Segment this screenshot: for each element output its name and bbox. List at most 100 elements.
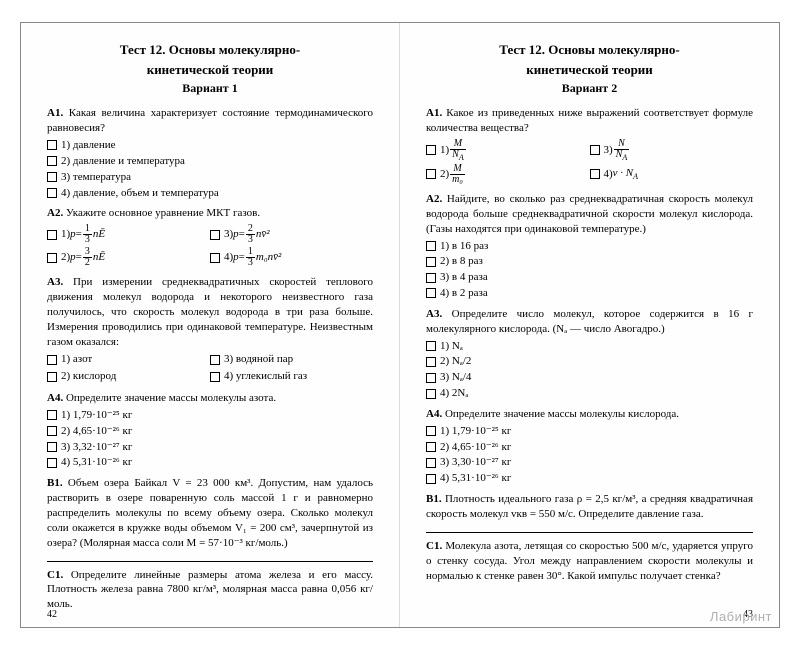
question-c1: С1. Определите линейные размеры атома же… xyxy=(47,561,373,613)
test-title-2: кинетической теории xyxy=(426,61,753,79)
checkbox-icon[interactable] xyxy=(426,241,436,251)
q-text: Определите число молекул, которое содерж… xyxy=(426,308,753,335)
checkbox-icon[interactable] xyxy=(47,230,57,240)
q-label: А1. xyxy=(426,107,442,119)
q-text: Укажите основное уравнение МКТ газов. xyxy=(66,207,260,219)
options-a2: 1) p = 13nĒ 3) p = 23nv̄² 2) p = 32nĒ 4)… xyxy=(47,223,373,269)
option: 3) NNA xyxy=(590,139,754,162)
option: 2) p = 32nĒ xyxy=(47,247,210,268)
checkbox-icon[interactable] xyxy=(47,372,57,382)
test-title: Тест 12. Основы молекулярно- xyxy=(426,41,753,59)
option: 3) 3,30·10⁻²⁷ кг xyxy=(426,455,753,470)
checkbox-icon[interactable] xyxy=(590,145,600,155)
q-label: А1. xyxy=(47,107,63,119)
q-text: Определите значение массы молекулы азота… xyxy=(66,392,276,404)
question-c1: С1. Молекула азота, летящая со скоростью… xyxy=(426,532,753,584)
question-a2: А2. Найдите, во сколько раз среднеквадра… xyxy=(426,192,753,237)
q-label: В1. xyxy=(47,477,63,489)
q-text: Какое из приведенных ниже выражений соот… xyxy=(426,107,753,134)
options-a3: 1) азот 3) водяной пар 2) кислород 4) уг… xyxy=(47,351,373,385)
question-b1: В1. Объем озера Байкал V = 23 000 км³. Д… xyxy=(47,476,373,550)
option: 3) Nₐ/4 xyxy=(426,370,753,385)
option: 4) 5,31·10⁻²⁶ кг xyxy=(426,471,753,486)
checkbox-icon[interactable] xyxy=(210,230,220,240)
option: 1) p = 13nĒ xyxy=(47,224,210,245)
option: 2) Mm₀ xyxy=(426,164,590,185)
variant-label: Вариант 2 xyxy=(426,80,753,96)
checkbox-icon[interactable] xyxy=(426,357,436,367)
test-title-2: кинетической теории xyxy=(47,61,373,79)
option: 4) в 2 раза xyxy=(426,286,753,301)
option: 2) давление и температура xyxy=(47,154,373,169)
option: 3) температура xyxy=(47,170,373,185)
q-label: А4. xyxy=(426,408,442,420)
question-a2: А2. Укажите основное уравнение МКТ газов… xyxy=(47,206,373,221)
checkbox-icon[interactable] xyxy=(47,410,57,420)
checkbox-icon[interactable] xyxy=(426,373,436,383)
checkbox-icon[interactable] xyxy=(426,288,436,298)
option: 1) Nₐ xyxy=(426,339,753,354)
q-text: Молекула азота, летящая со скоростью 500… xyxy=(426,540,753,582)
options-a2: 1) в 16 раз 2) в 8 раз 3) в 4 раза 4) в … xyxy=(426,239,753,301)
checkbox-icon[interactable] xyxy=(210,253,220,263)
option: 4) 5,31·10⁻²⁶ кг xyxy=(47,455,373,470)
q-label: В1. xyxy=(426,493,442,505)
checkbox-icon[interactable] xyxy=(426,458,436,468)
checkbox-icon[interactable] xyxy=(426,474,436,484)
option: 4) углекислый газ xyxy=(210,369,373,384)
checkbox-icon[interactable] xyxy=(47,442,57,452)
watermark: Лабиринт xyxy=(710,609,772,624)
option: 1) 1,79·10⁻²⁵ кг xyxy=(426,424,753,439)
q-text: Какая величина характеризует состояние т… xyxy=(47,107,373,134)
q-text: Плотность идеального газа ρ = 2,5 кг/м³,… xyxy=(426,493,753,520)
q-text: Определите линейные размеры атома железа… xyxy=(47,569,373,611)
q-label: А2. xyxy=(47,207,63,219)
checkbox-icon[interactable] xyxy=(210,372,220,382)
question-a4: А4. Определите значение массы молекулы к… xyxy=(426,407,753,422)
checkbox-icon[interactable] xyxy=(47,156,57,166)
checkbox-icon[interactable] xyxy=(47,253,57,263)
q-label: А4. xyxy=(47,392,63,404)
checkbox-icon[interactable] xyxy=(590,169,600,179)
checkbox-icon[interactable] xyxy=(426,426,436,436)
checkbox-icon[interactable] xyxy=(47,458,57,468)
checkbox-icon[interactable] xyxy=(426,169,436,179)
option: 4) p = 13m₀nv̄² xyxy=(210,247,373,268)
checkbox-icon[interactable] xyxy=(426,341,436,351)
q-text: При измерении среднеквадратичных скорост… xyxy=(47,276,373,347)
question-a4: А4. Определите значение массы молекулы а… xyxy=(47,391,373,406)
options-a1: 1) давление 2) давление и температура 3)… xyxy=(47,138,373,200)
page-right: Тест 12. Основы молекулярно- кинетическо… xyxy=(400,23,779,627)
checkbox-icon[interactable] xyxy=(47,188,57,198)
option: 3) 3,32·10⁻²⁷ кг xyxy=(47,440,373,455)
option: 2) Nₐ/2 xyxy=(426,354,753,369)
book-spread: Тест 12. Основы молекулярно- кинетическо… xyxy=(20,22,780,628)
option: 3) водяной пар xyxy=(210,352,373,367)
checkbox-icon[interactable] xyxy=(426,389,436,399)
checkbox-icon[interactable] xyxy=(426,257,436,267)
checkbox-icon[interactable] xyxy=(47,172,57,182)
q-text: Найдите, во сколько раз среднеквадратичн… xyxy=(426,193,753,235)
page-left: Тест 12. Основы молекулярно- кинетическо… xyxy=(21,23,400,627)
question-a3: А3. Определите число молекул, которое со… xyxy=(426,307,753,337)
q-text: Объем озера Байкал V = 23 000 км³. Допус… xyxy=(47,477,373,548)
q-label: А3. xyxy=(47,276,63,288)
question-a1: А1. Какое из приведенных ниже выражений … xyxy=(426,106,753,136)
checkbox-icon[interactable] xyxy=(426,273,436,283)
options-a4: 1) 1,79·10⁻²⁵ кг 2) 4,65·10⁻²⁶ кг 3) 3,3… xyxy=(426,424,753,486)
checkbox-icon[interactable] xyxy=(426,442,436,452)
option: 2) 4,65·10⁻²⁶ кг xyxy=(426,440,753,455)
option: 2) 4,65·10⁻²⁶ кг xyxy=(47,424,373,439)
option: 1) азот xyxy=(47,352,210,367)
q-label: С1. xyxy=(426,540,442,552)
options-a3: 1) Nₐ 2) Nₐ/2 3) Nₐ/4 4) 2Nₐ xyxy=(426,339,753,401)
checkbox-icon[interactable] xyxy=(426,145,436,155)
checkbox-icon[interactable] xyxy=(47,140,57,150)
checkbox-icon[interactable] xyxy=(210,355,220,365)
option: 1) давление xyxy=(47,138,373,153)
checkbox-icon[interactable] xyxy=(47,426,57,436)
test-title: Тест 12. Основы молекулярно- xyxy=(47,41,373,59)
option: 3) в 4 раза xyxy=(426,270,753,285)
checkbox-icon[interactable] xyxy=(47,355,57,365)
q-label: С1. xyxy=(47,569,63,581)
